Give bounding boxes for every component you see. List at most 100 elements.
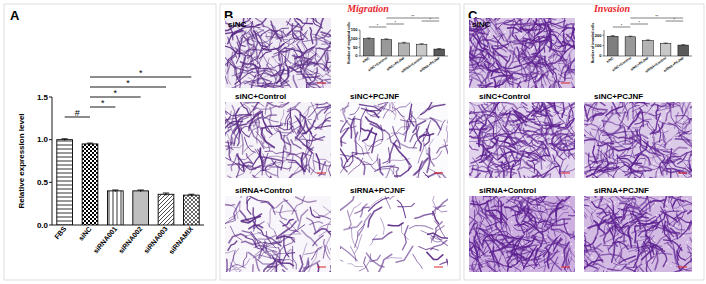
cell [494, 18, 503, 20]
pore [288, 196, 290, 198]
pore [365, 226, 367, 228]
cell [543, 142, 554, 149]
micrograph [469, 102, 575, 178]
panel-frame [220, 4, 460, 280]
cell [488, 81, 499, 88]
pore [401, 124, 403, 126]
cell [241, 127, 249, 137]
pore [305, 256, 307, 258]
cell [228, 63, 231, 85]
cell [253, 169, 270, 178]
pore [414, 239, 416, 241]
cell [319, 221, 331, 236]
cell [319, 48, 331, 55]
cell [292, 44, 309, 66]
cell [359, 254, 370, 271]
cell [517, 84, 522, 88]
cell [368, 207, 382, 227]
error-bar [384, 39, 388, 40]
cell [312, 18, 317, 19]
pore [299, 76, 301, 78]
cell [489, 105, 496, 130]
cell [363, 158, 378, 165]
pore [293, 243, 295, 245]
error-bar [402, 42, 406, 43]
pore [243, 155, 245, 157]
pore [383, 207, 385, 209]
cell [524, 172, 538, 178]
cell [312, 102, 330, 105]
cell [348, 264, 363, 267]
cell [524, 86, 536, 88]
cell [417, 177, 429, 178]
pore [423, 245, 425, 247]
pore [355, 202, 357, 204]
cell [543, 84, 557, 88]
cell [247, 196, 255, 204]
cell [543, 84, 552, 88]
pore [286, 26, 288, 28]
cell [267, 65, 276, 81]
cell [228, 141, 231, 160]
significance-label: * [126, 78, 130, 88]
pore [438, 233, 440, 235]
pore [324, 128, 326, 130]
cell [258, 29, 267, 39]
cell [476, 18, 490, 19]
pore [538, 75, 540, 77]
micrograph-bg [225, 196, 331, 272]
y-tick [359, 38, 361, 39]
cell [225, 70, 228, 84]
cell [304, 76, 320, 78]
cell [238, 163, 255, 169]
significance: ** [386, 14, 439, 19]
pore [433, 263, 435, 265]
cell [481, 64, 500, 73]
y-tick-label: 100 [351, 36, 358, 41]
cell [501, 149, 508, 164]
cell [255, 244, 274, 256]
cell [225, 228, 226, 247]
cell [225, 102, 227, 114]
cell [225, 58, 226, 64]
cell [495, 20, 514, 25]
cell [243, 252, 247, 267]
pore [437, 112, 439, 114]
pore [411, 207, 413, 209]
error-bar [163, 193, 169, 196]
cell [278, 50, 281, 70]
pore [380, 114, 382, 116]
cell [419, 247, 439, 251]
cell [250, 167, 266, 173]
pore [550, 109, 552, 111]
error-bar [437, 49, 441, 50]
cell [297, 118, 306, 133]
cell [565, 65, 569, 80]
cell [359, 121, 362, 140]
panel-frame [4, 4, 216, 280]
cell [232, 31, 243, 36]
cell [422, 121, 431, 142]
pore [375, 233, 377, 235]
pore [351, 257, 353, 259]
cell [496, 122, 497, 146]
cell [351, 228, 357, 248]
cell [225, 32, 232, 34]
pore [530, 103, 532, 105]
pore [291, 18, 293, 19]
cell [252, 75, 256, 88]
cell [387, 159, 410, 165]
pore [312, 267, 314, 269]
pore [343, 106, 345, 108]
cell [262, 141, 273, 148]
cell [225, 111, 251, 116]
pore [520, 33, 522, 35]
cell [246, 154, 252, 163]
cell [279, 102, 293, 108]
cell [277, 261, 293, 265]
cell [303, 40, 327, 43]
pore [350, 267, 352, 269]
cell [249, 253, 259, 271]
pore [278, 118, 280, 120]
cell [322, 30, 331, 37]
